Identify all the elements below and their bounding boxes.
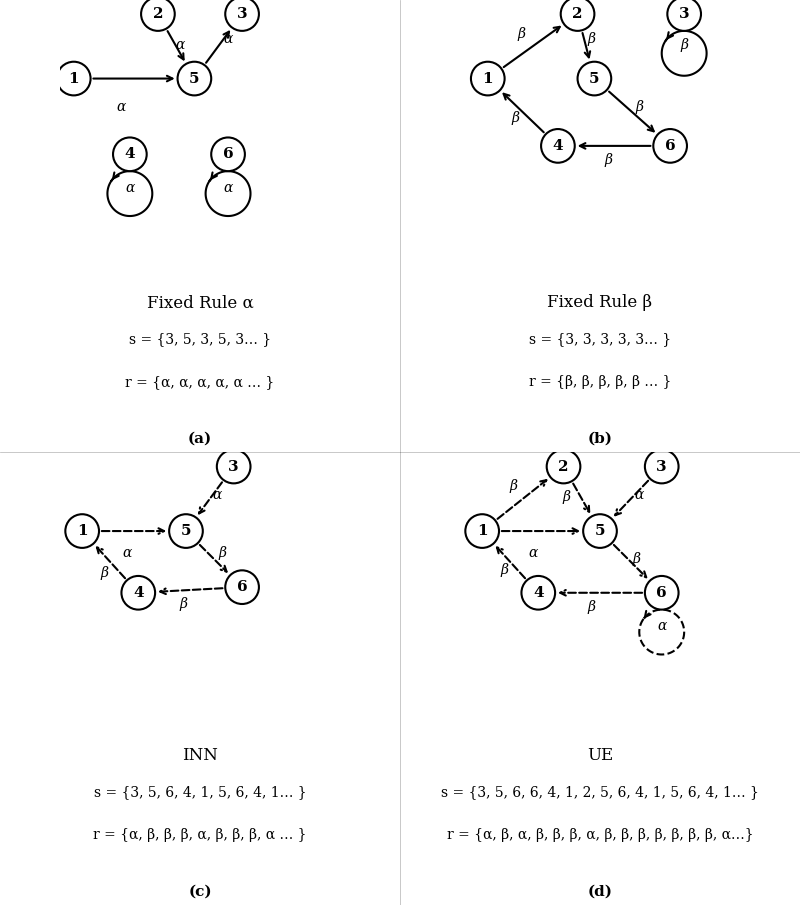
Circle shape [645,450,678,483]
Circle shape [211,138,245,171]
Text: 1: 1 [482,71,493,86]
Text: 4: 4 [553,138,563,153]
Text: 3: 3 [237,7,247,21]
Circle shape [654,129,687,163]
Circle shape [141,0,174,31]
Text: 5: 5 [589,71,600,86]
Circle shape [522,576,555,610]
Text: 6: 6 [657,586,667,600]
Text: β: β [501,563,509,577]
Text: β: β [587,600,595,614]
Text: α: α [223,33,233,46]
Text: β: β [562,491,570,504]
Text: r = {α, β, α, β, β, β, α, β, β, β, β, β, β, β, α…}: r = {α, β, α, β, β, β, α, β, β, β, β, β,… [446,827,754,842]
Circle shape [541,129,574,163]
Circle shape [226,0,259,31]
Circle shape [169,514,203,548]
Text: α: α [657,619,666,634]
Text: 6: 6 [237,580,247,595]
Text: 1: 1 [77,524,87,538]
Text: 4: 4 [133,586,143,600]
Circle shape [561,0,594,31]
Text: r = {α, α, α, α, α … }: r = {α, α, α, α, α … } [126,375,274,389]
Text: 5: 5 [594,524,606,538]
Text: α: α [634,488,644,501]
Text: (a): (a) [188,432,212,446]
Text: 5: 5 [189,71,200,86]
Text: α: α [125,181,134,195]
Text: s = {3, 5, 6, 6, 4, 1, 2, 5, 6, 4, 1, 5, 6, 4, 1… }: s = {3, 5, 6, 6, 4, 1, 2, 5, 6, 4, 1, 5,… [441,785,759,798]
Text: Fixed Rule α: Fixed Rule α [146,294,254,311]
Text: β: β [218,547,226,560]
Circle shape [471,62,505,95]
Circle shape [178,62,211,95]
Circle shape [645,576,678,610]
Text: β: β [101,567,109,580]
Circle shape [466,514,499,548]
Text: α: α [176,38,185,52]
Text: Fixed Rule β: Fixed Rule β [547,294,653,311]
Text: 6: 6 [222,148,234,161]
Text: β: β [512,110,520,125]
Circle shape [578,62,611,95]
Text: α: α [528,547,538,560]
Text: (d): (d) [587,884,613,899]
Text: 4: 4 [533,586,543,600]
Text: 1: 1 [477,524,487,538]
Circle shape [113,138,146,171]
Circle shape [122,576,155,610]
Text: 5: 5 [181,524,191,538]
Text: UE: UE [587,747,613,764]
Text: 6: 6 [665,138,675,153]
Text: 1: 1 [69,71,79,86]
Text: β: β [587,33,595,46]
Text: β: β [633,552,641,567]
Circle shape [66,514,99,548]
Text: INN: INN [182,747,218,764]
Circle shape [546,450,580,483]
Text: α: α [212,488,222,501]
Text: β: β [518,26,526,41]
Text: β: β [179,597,187,611]
Text: (b): (b) [587,432,613,446]
Text: r = {β, β, β, β, β … }: r = {β, β, β, β, β … } [529,375,671,389]
Circle shape [217,450,250,483]
Text: 2: 2 [572,7,583,21]
Text: (c): (c) [188,884,212,899]
Text: α: α [223,181,233,195]
Text: 2: 2 [558,460,569,473]
Text: 4: 4 [125,148,135,161]
Text: 3: 3 [657,460,667,473]
Circle shape [226,570,259,604]
Text: 2: 2 [153,7,163,21]
Text: β: β [605,153,613,167]
Text: α: α [117,100,126,114]
Text: β: β [635,100,643,114]
Text: β: β [509,479,517,493]
Circle shape [583,514,617,548]
Text: 3: 3 [228,460,239,473]
Text: s = {3, 5, 6, 4, 1, 5, 6, 4, 1… }: s = {3, 5, 6, 4, 1, 5, 6, 4, 1… } [94,785,306,798]
Text: β: β [680,38,688,52]
Circle shape [57,62,90,95]
Text: 3: 3 [679,7,690,21]
Text: α: α [122,547,132,560]
Text: s = {3, 5, 3, 5, 3… }: s = {3, 5, 3, 5, 3… } [129,332,271,346]
Text: r = {α, β, β, β, α, β, β, β, α … }: r = {α, β, β, β, α, β, β, β, α … } [94,827,306,842]
Circle shape [667,0,701,31]
Text: s = {3, 3, 3, 3, 3… }: s = {3, 3, 3, 3, 3… } [529,332,671,346]
